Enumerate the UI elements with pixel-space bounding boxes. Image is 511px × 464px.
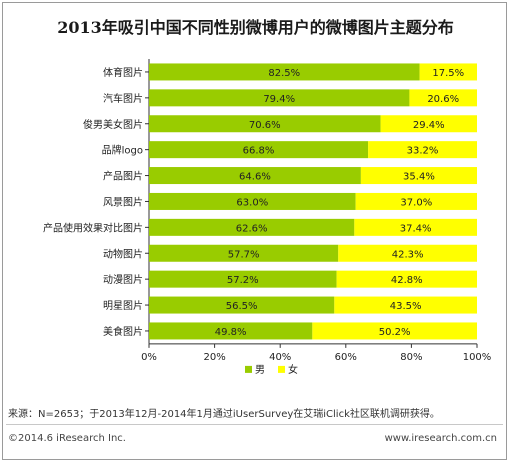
- category-label: 动漫图片: [103, 273, 143, 286]
- male-value-label: 63.0%: [236, 197, 268, 208]
- x-tick-label: 80%: [400, 352, 422, 363]
- male-value-label: 79.4%: [263, 94, 295, 105]
- female-bar: [354, 218, 477, 236]
- female-value-label: 42.8%: [391, 275, 423, 286]
- female-value-label: 29.4%: [413, 120, 445, 131]
- male-bar: [149, 296, 335, 314]
- female-value-label: 43.5%: [390, 301, 422, 312]
- bar-chart: 0% 20% 40% 60% 80% 100% 体育图片 82.5% 17.5% 汽车图片 79.4…: [43, 59, 492, 376]
- male-bar: [149, 192, 356, 210]
- female-bar: [336, 270, 477, 288]
- x-tick-label: 0%: [141, 352, 157, 363]
- footer-divider: [6, 424, 503, 425]
- category-label: 动物图片: [103, 247, 143, 260]
- female-value-label: 37.0%: [400, 197, 432, 208]
- category-label: 俊男美女图片: [83, 118, 143, 131]
- female-value-label: 33.2%: [407, 146, 439, 157]
- male-bar: [149, 167, 361, 185]
- legend-label-male: 男: [255, 364, 265, 376]
- female-value-label: 20.6%: [427, 94, 459, 105]
- female-value-label: 37.4%: [400, 223, 432, 234]
- male-value-label: 64.6%: [239, 172, 271, 183]
- x-tick-label: 100%: [463, 352, 492, 363]
- female-bar: [338, 244, 477, 262]
- male-bar: [149, 244, 339, 262]
- category-label: 汽车图片: [103, 92, 143, 105]
- legend-swatch-male: [245, 365, 252, 373]
- female-value-label: 50.2%: [379, 327, 411, 338]
- male-bar: [149, 89, 410, 107]
- male-value-label: 62.6%: [236, 223, 268, 234]
- male-bar: [149, 115, 381, 133]
- male-bar: [149, 322, 313, 340]
- male-bar: [149, 270, 337, 288]
- x-tick-label: 60%: [335, 352, 357, 363]
- category-label: 产品图片: [103, 170, 143, 183]
- male-value-label: 49.8%: [215, 327, 247, 338]
- male-bar: [149, 218, 355, 236]
- category-label: 明星图片: [103, 299, 143, 312]
- male-bar: [149, 141, 369, 159]
- female-value-label: 42.3%: [392, 249, 424, 260]
- female-bar: [360, 167, 477, 185]
- female-bar: [409, 89, 477, 107]
- male-value-label: 70.6%: [249, 120, 281, 131]
- female-value-label: 35.4%: [403, 172, 435, 183]
- category-label: 美食图片: [103, 325, 143, 338]
- category-label: 品牌logo: [102, 144, 143, 157]
- category-label: 体育图片: [103, 66, 143, 79]
- male-value-label: 82.5%: [268, 68, 300, 79]
- male-value-label: 57.7%: [228, 249, 260, 260]
- x-tick-label: 20%: [203, 352, 225, 363]
- legend-swatch-female: [278, 365, 285, 373]
- legend-label-female: 女: [288, 363, 298, 376]
- female-value-label: 17.5%: [432, 68, 464, 79]
- category-label: 产品使用效果对比图片: [43, 221, 143, 234]
- source-note: 来源：N=2653；于2013年12月-2014年1月通过iUserSurvey…: [8, 409, 440, 420]
- website-url: www.iresearch.com.cn: [384, 433, 497, 444]
- male-value-label: 57.2%: [227, 275, 259, 286]
- female-bar: [334, 296, 477, 314]
- chart-title: 2013年吸引中国不同性别微博用户的微博图片主题分布: [57, 18, 454, 37]
- male-value-label: 56.5%: [226, 301, 258, 312]
- male-value-label: 66.8%: [243, 146, 275, 157]
- female-bar: [355, 192, 477, 210]
- female-bar: [380, 115, 477, 133]
- female-bar: [368, 141, 477, 159]
- category-label: 风景图片: [103, 195, 143, 208]
- female-bar: [312, 322, 477, 340]
- copyright-text: ©2014.6 iResearch Inc.: [8, 433, 126, 444]
- male-bar: [149, 63, 420, 81]
- x-tick-label: 40%: [269, 352, 291, 363]
- female-bar: [419, 63, 477, 81]
